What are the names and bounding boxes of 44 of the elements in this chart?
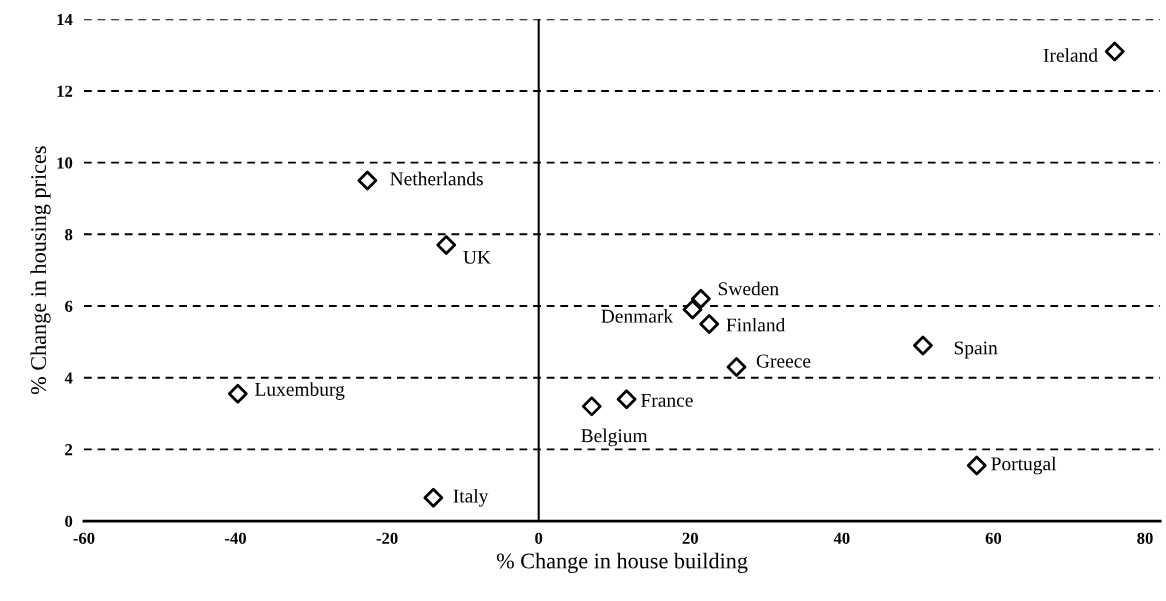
point bbox=[682, 299, 703, 320]
x-tick-label: -40 bbox=[225, 532, 247, 544]
annotation: Denmark bbox=[601, 309, 674, 323]
annotation: Greece bbox=[756, 354, 811, 368]
annotation: Luxemburg bbox=[255, 382, 345, 400]
x-tick-label: 80 bbox=[1137, 532, 1153, 544]
point bbox=[357, 170, 378, 191]
annotation: Ireland bbox=[1043, 48, 1098, 62]
x-tick-label: -20 bbox=[376, 532, 398, 544]
point bbox=[913, 335, 933, 356]
point bbox=[423, 487, 444, 508]
x-tick-label: 40 bbox=[833, 532, 850, 544]
x-tick-label: 0 bbox=[535, 532, 543, 544]
x-axis-title: % Change in house building bbox=[496, 552, 748, 574]
x-tick-label: -60 bbox=[73, 532, 95, 544]
point bbox=[699, 314, 720, 334]
y-tick-label: 8 bbox=[65, 229, 73, 241]
y-tick-label: 2 bbox=[65, 444, 73, 456]
x-tick-label: 20 bbox=[682, 532, 698, 544]
annotation: Spain bbox=[954, 341, 998, 359]
annotation: UK bbox=[463, 250, 491, 264]
annotation: Finland bbox=[726, 317, 786, 332]
point bbox=[227, 383, 248, 404]
annotation: France bbox=[641, 393, 693, 407]
annotation: Netherlands bbox=[390, 171, 483, 186]
y-tick-label: 10 bbox=[57, 157, 73, 169]
y-tick-label: 12 bbox=[57, 85, 73, 97]
point bbox=[966, 455, 987, 476]
x-tick-label: 60 bbox=[985, 532, 1002, 544]
y-tick-label: 14 bbox=[57, 14, 73, 26]
y-tick-label: 4 bbox=[64, 372, 73, 384]
point bbox=[1104, 41, 1125, 62]
point bbox=[616, 389, 637, 410]
y-tick-label: 0 bbox=[65, 515, 73, 528]
point bbox=[581, 396, 602, 417]
annotation: Italy bbox=[453, 488, 489, 507]
annotation: Sweden bbox=[718, 281, 779, 296]
annotation: Belgium bbox=[581, 428, 648, 447]
y-axis-title: % Change in housing prices bbox=[30, 146, 51, 395]
annotation: Portugal bbox=[991, 456, 1057, 475]
point bbox=[726, 357, 747, 377]
point bbox=[436, 235, 457, 255]
point bbox=[690, 288, 711, 309]
y-tick-label: 6 bbox=[65, 300, 73, 312]
